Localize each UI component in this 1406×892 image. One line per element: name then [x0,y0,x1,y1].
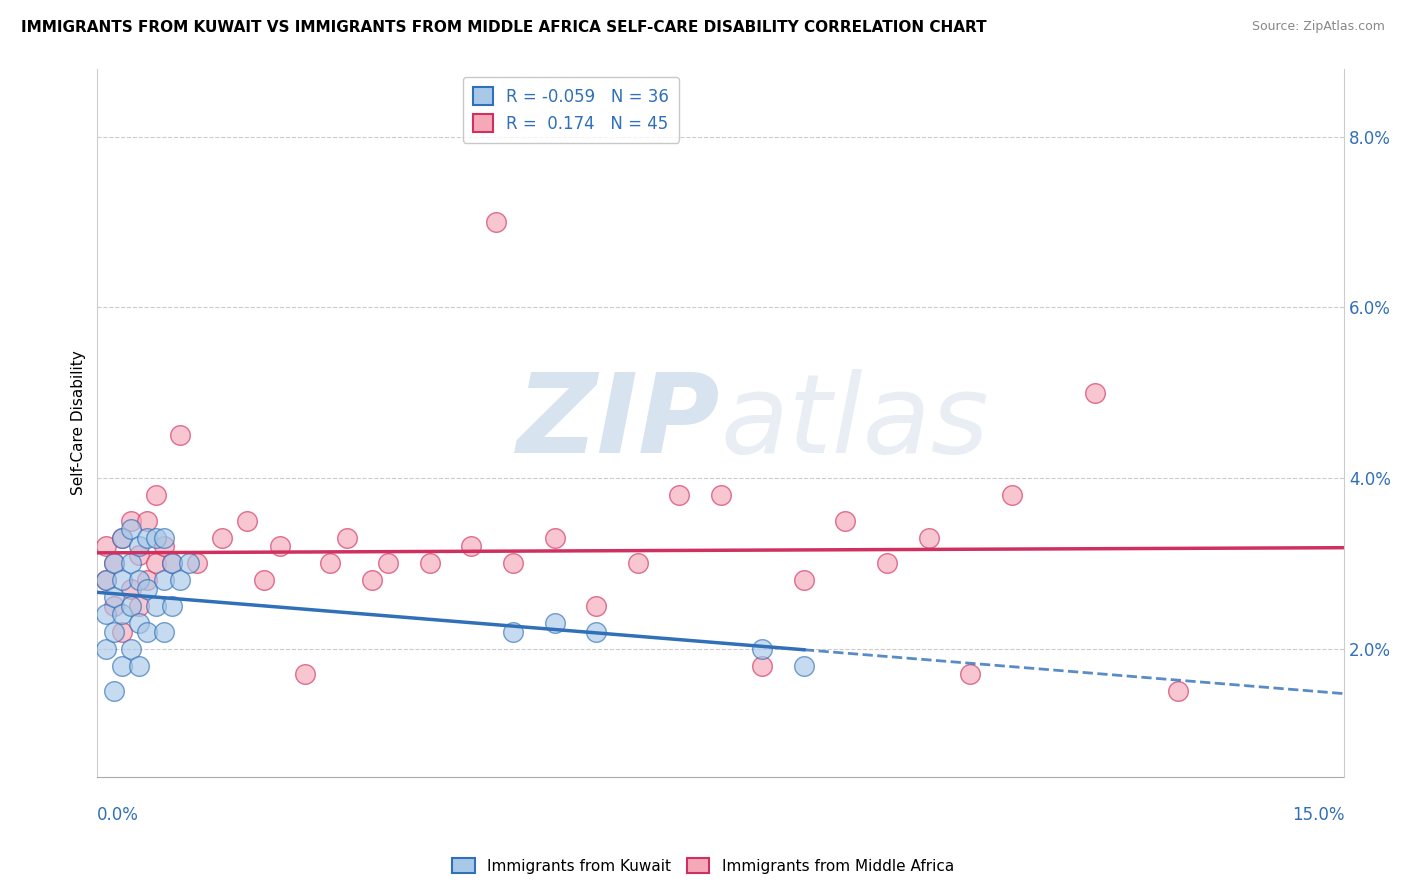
Point [153,624,176,639]
Point [1167,684,1189,698]
Point [153,531,176,545]
Point [120,556,142,570]
Point [294,667,316,681]
Point [153,574,176,588]
Point [834,514,856,528]
Point [145,556,167,570]
Point [319,556,342,570]
Point [111,574,134,588]
Text: 0.0%: 0.0% [97,806,139,824]
Point [111,531,134,545]
Y-axis label: Self-Care Disability: Self-Care Disability [72,351,86,495]
Point [627,556,650,570]
Text: Source: ZipAtlas.com: Source: ZipAtlas.com [1251,20,1385,33]
Point [252,574,274,588]
Point [111,624,134,639]
Point [160,556,183,570]
Point [120,522,142,536]
Point [128,539,150,553]
Point [336,531,359,545]
Point [103,684,125,698]
Point [120,641,142,656]
Point [136,582,159,596]
Point [269,539,291,553]
Point [120,599,142,613]
Point [103,624,125,639]
Point [236,514,259,528]
Point [710,488,733,502]
Point [419,556,441,570]
Point [460,539,482,553]
Text: 15.0%: 15.0% [1292,806,1344,824]
Point [94,539,117,553]
Point [543,531,565,545]
Point [502,556,524,570]
Point [876,556,898,570]
Point [543,615,565,630]
Point [94,574,117,588]
Point [160,556,183,570]
Point [111,531,134,545]
Point [94,641,117,656]
Legend: R = -0.059   N = 36, R =  0.174   N = 45: R = -0.059 N = 36, R = 0.174 N = 45 [463,77,679,143]
Point [1084,385,1107,400]
Point [111,607,134,622]
Point [103,556,125,570]
Point [485,215,508,229]
Point [145,531,167,545]
Point [169,428,191,442]
Text: IMMIGRANTS FROM KUWAIT VS IMMIGRANTS FROM MIDDLE AFRICA SELF-CARE DISABILITY COR: IMMIGRANTS FROM KUWAIT VS IMMIGRANTS FRO… [21,20,987,35]
Point [959,667,981,681]
Point [94,574,117,588]
Point [103,591,125,605]
Point [377,556,399,570]
Point [120,514,142,528]
Point [585,624,607,639]
Point [169,574,191,588]
Legend: Immigrants from Kuwait, Immigrants from Middle Africa: Immigrants from Kuwait, Immigrants from … [446,852,960,880]
Point [128,548,150,562]
Point [211,531,233,545]
Point [136,624,159,639]
Point [585,599,607,613]
Point [360,574,382,588]
Point [128,615,150,630]
Point [793,658,815,673]
Point [751,658,773,673]
Point [668,488,690,502]
Point [177,556,200,570]
Point [502,624,524,639]
Point [136,574,159,588]
Point [128,658,150,673]
Point [751,641,773,656]
Point [917,531,939,545]
Point [103,556,125,570]
Text: atlas: atlas [721,369,990,476]
Point [186,556,208,570]
Point [1001,488,1024,502]
Point [103,599,125,613]
Point [128,574,150,588]
Point [160,599,183,613]
Point [136,514,159,528]
Point [128,599,150,613]
Point [136,531,159,545]
Point [145,488,167,502]
Text: ZIP: ZIP [517,369,721,476]
Point [153,539,176,553]
Point [111,658,134,673]
Point [120,582,142,596]
Point [793,574,815,588]
Point [145,599,167,613]
Point [94,607,117,622]
